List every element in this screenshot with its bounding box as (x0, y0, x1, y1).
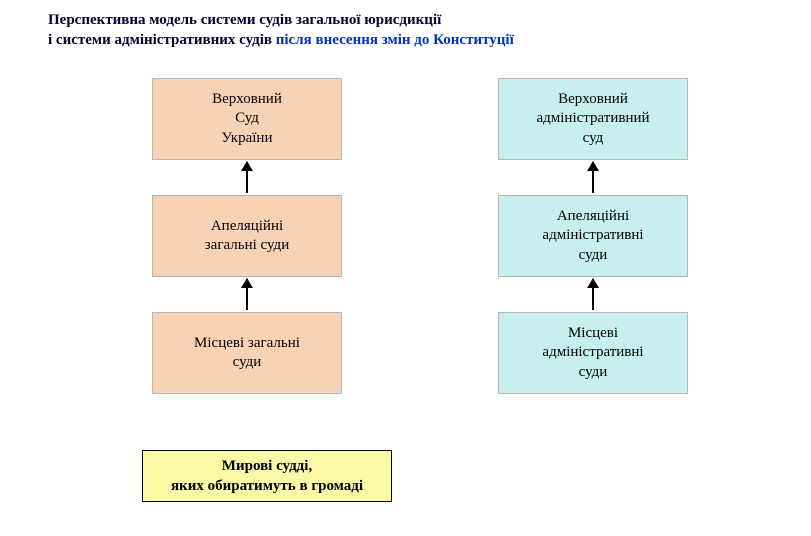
node-label: Мирові судді,яких обиратимуть в громаді (171, 456, 363, 497)
node-appellate-general: Апеляційнізагальні суди (152, 195, 342, 277)
node-appellate-admin: Апеляційніадміністративнісуди (498, 195, 688, 277)
node-label: Місцеві загальнісуди (194, 334, 300, 373)
node-label: ВерховнийСудУкраїни (212, 90, 282, 149)
arrow-up-icon (592, 279, 594, 310)
arrow-up-icon (246, 279, 248, 310)
title-line2-plain: і системи адміністративних судів (48, 32, 276, 48)
arrow-up-icon (592, 162, 594, 193)
node-local-general: Місцеві загальнісуди (152, 312, 342, 394)
node-supreme-court: ВерховнийСудУкраїни (152, 78, 342, 160)
node-peace-judges: Мирові судді,яких обиратимуть в громаді (142, 450, 392, 502)
node-local-admin: Місцевіадміністративнісуди (498, 312, 688, 394)
node-label: Верховнийадміністративнийсуд (536, 90, 649, 149)
node-label: Місцевіадміністративнісуди (542, 324, 643, 383)
title-line2-blue: після внесення змін до Конституції (276, 32, 514, 48)
arrow-up-icon (246, 162, 248, 193)
node-supreme-admin: Верховнийадміністративнийсуд (498, 78, 688, 160)
node-label: Апеляційніадміністративнісуди (542, 207, 643, 266)
diagram-title: Перспективна модель системи судів загаль… (48, 10, 514, 51)
title-line1: Перспективна модель системи судів загаль… (48, 12, 441, 28)
node-label: Апеляційнізагальні суди (205, 217, 289, 256)
